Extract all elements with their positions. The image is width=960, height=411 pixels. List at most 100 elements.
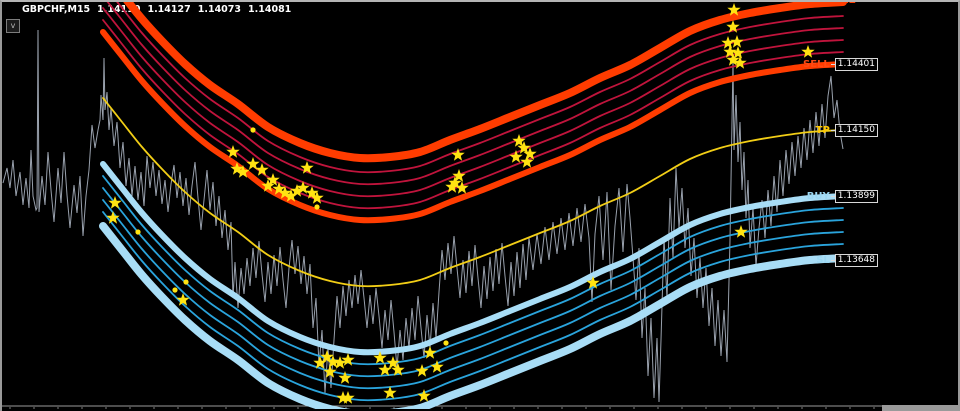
- signal-star-icon: [272, 182, 286, 195]
- buy-band-inner-line: [102, 187, 844, 378]
- sell-level-label: SELL: [803, 59, 830, 70]
- signal-star-icon: [230, 162, 244, 175]
- chart-toolbar-toggle-button[interactable]: v: [6, 19, 20, 33]
- signal-star-icon: [730, 35, 744, 48]
- ohlc-close: 1.14081: [248, 4, 292, 15]
- signal-star-icon: [386, 356, 400, 369]
- signal-star-icon: [341, 391, 355, 404]
- center-line: [102, 97, 844, 288]
- signal-star-icon: [290, 184, 304, 197]
- signal-star-icon: [255, 163, 269, 176]
- level-tick: [830, 64, 835, 65]
- signal-star-icon: [726, 20, 740, 33]
- ohlc-high: 1.14127: [147, 4, 191, 15]
- level-sell: SELL 1.14401: [737, 58, 878, 71]
- buy-level-label: BUY: [806, 191, 830, 202]
- buy-price-tag[interactable]: 1.13899: [834, 190, 878, 203]
- signal-star-icon: [383, 386, 397, 399]
- sell-band-inner-line: [116, 2, 844, 174]
- signal-star-icon: [586, 276, 600, 289]
- signal-star-icon: [323, 365, 337, 378]
- signal-star-icon: [278, 186, 292, 199]
- signal-star-icon: [517, 141, 531, 154]
- sell-price-tag[interactable]: 1.14401: [834, 58, 878, 71]
- tp-price-tag[interactable]: 1.14150: [834, 124, 878, 137]
- signal-star-icon: [300, 161, 314, 174]
- sl-price-tag[interactable]: 1.13648: [834, 254, 878, 267]
- signal-star-icon: [378, 363, 392, 376]
- signal-star-icon: [451, 148, 465, 161]
- level-sl: SL 1.13648: [737, 254, 878, 267]
- signal-star-icon: [455, 181, 469, 194]
- signal-star-icon: [723, 45, 737, 58]
- signal-star-icon: [726, 53, 740, 66]
- level-tick: [830, 130, 835, 131]
- sl-level-label: SL: [816, 255, 830, 266]
- signal-star-icon: [733, 56, 747, 69]
- signal-star-icon: [430, 360, 444, 373]
- ohlc-low: 1.14073: [197, 4, 242, 15]
- signal-star-icon: [391, 363, 405, 376]
- signal-star-icon: [284, 189, 298, 202]
- symbol-period: GBPCHF,M15: [22, 4, 91, 15]
- level-buy: BUY 1.13899: [737, 190, 878, 203]
- signal-star-icon: [310, 191, 324, 204]
- signal-star-icon: [106, 211, 120, 224]
- signal-star-icon: [373, 351, 387, 364]
- signal-star-icon: [731, 46, 745, 59]
- signal-star-icon: [721, 36, 735, 49]
- signal-star-icon: [509, 150, 523, 163]
- signal-star-icon: [320, 350, 334, 363]
- signal-star-icon: [266, 173, 280, 186]
- signal-star-icon: [423, 346, 437, 359]
- clipped-sell-label: SELL: [826, 0, 855, 6]
- signal-star-icon: [313, 356, 327, 369]
- signal-star-icon: [415, 364, 429, 377]
- sell-band-outer-line: [123, 2, 847, 163]
- ohlc-open: 1.14110: [97, 4, 141, 15]
- signal-star-icon: [338, 371, 352, 384]
- signal-dot-icon: [443, 340, 449, 346]
- buy-band-inner-line: [102, 175, 844, 366]
- signal-star-icon: [336, 391, 350, 404]
- level-tp: TP 1.14150: [737, 124, 878, 137]
- signal-star-icon: [226, 145, 240, 158]
- tp-level-label: TP: [815, 125, 830, 136]
- buy-band-outer-line: [99, 222, 847, 409]
- signal-star-icon: [417, 389, 431, 402]
- buy-band-inner-line: [102, 199, 844, 390]
- signal-star-icon: [523, 147, 537, 160]
- signal-star-icon: [341, 353, 355, 366]
- sell-band-signal-line: [100, 29, 846, 224]
- signal-star-icon: [448, 176, 462, 189]
- signal-star-icon: [305, 186, 319, 199]
- buy-band-signal-line: [100, 161, 846, 356]
- level-tick: [830, 196, 835, 197]
- sell-band-inner-line: [106, 2, 844, 186]
- buy-band-inner-line: [102, 211, 844, 402]
- signal-star-icon: [108, 196, 122, 209]
- signal-dot-icon: [183, 279, 189, 285]
- chart-title: GBPCHF,M15 1.14110 1.14127 1.14073 1.14081: [22, 4, 291, 15]
- signal-dot-icon: [135, 229, 141, 235]
- signal-star-icon: [246, 157, 260, 170]
- signal-star-icon: [326, 355, 340, 368]
- signal-star-icon: [734, 225, 748, 238]
- signal-star-icon: [333, 356, 347, 369]
- signal-star-icon: [236, 165, 250, 178]
- signal-star-icon: [296, 181, 310, 194]
- window-resize-corner: [882, 405, 960, 411]
- signal-dot-icon: [172, 287, 178, 293]
- signal-star-icon: [261, 179, 275, 192]
- signal-star-icon: [176, 293, 190, 306]
- signal-dot-icon: [314, 204, 320, 210]
- signal-dot-icon: [250, 127, 256, 133]
- sell-band-inner-line: [102, 7, 844, 198]
- signal-star-icon: [452, 169, 466, 182]
- signal-star-icon: [520, 155, 534, 168]
- level-tick: [830, 260, 835, 261]
- signal-star-icon: [512, 134, 526, 147]
- signal-star-icon: [727, 3, 741, 16]
